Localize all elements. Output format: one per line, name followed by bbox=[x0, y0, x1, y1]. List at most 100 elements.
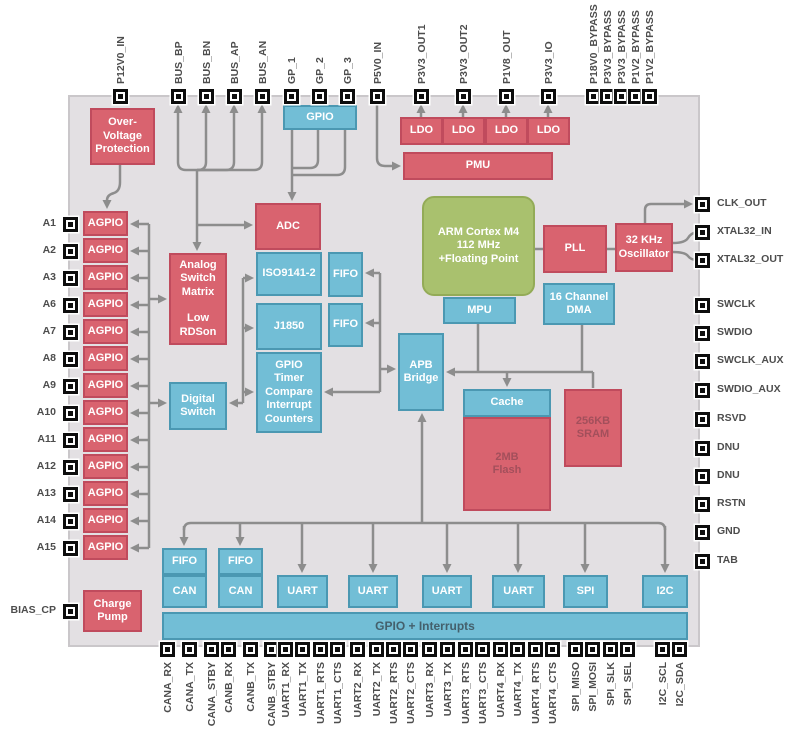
pin-square-A12-9 bbox=[62, 459, 78, 475]
pin-square-A10-7 bbox=[62, 405, 78, 421]
pin-square-A15-12 bbox=[62, 540, 78, 556]
block-osc32: 32 KHz Oscillator bbox=[615, 223, 673, 272]
pin-square-P3V3_OUT1-9 bbox=[413, 88, 429, 104]
block-sram: 256KB SRAM bbox=[564, 389, 622, 467]
pin-label-SPI_SEL: SPI_SEL bbox=[622, 662, 634, 706]
pin-label-A1: A1 bbox=[42, 217, 56, 229]
pin-label-P18V0_BYPASS: P18V0_BYPASS bbox=[588, 4, 600, 84]
block-gpio_top: GPIO bbox=[283, 105, 357, 130]
pin-square-SPI_SEL-25 bbox=[619, 641, 635, 657]
block-fifo2: FIFO bbox=[218, 548, 263, 575]
pin-label-UART4_RX: UART4_RX bbox=[495, 662, 507, 718]
pin-square-SPI_MISO-22 bbox=[567, 641, 583, 657]
pin-label-P1V2_BYPASS: P1V2_BYPASS bbox=[644, 10, 656, 84]
block-agpio-3: AGPIO bbox=[83, 265, 128, 290]
pin-label-GP_3: GP_3 bbox=[342, 57, 354, 84]
block-fifo1: FIFO bbox=[162, 548, 207, 575]
pin-square-SWDIO_AUX-6 bbox=[694, 382, 710, 398]
pin-square-UART4_TX-19 bbox=[509, 641, 525, 657]
pin-square-A7-4 bbox=[62, 324, 78, 340]
pin-label-DNU: DNU bbox=[717, 441, 740, 453]
pin-label-P3V3_OUT1: P3V3_OUT1 bbox=[416, 24, 428, 84]
pin-square-UART2_RTS-12 bbox=[385, 641, 401, 657]
pin-label-SWCLK: SWCLK bbox=[717, 298, 756, 310]
pin-label-BUS_BP: BUS_BP bbox=[173, 41, 185, 84]
pin-label-GP_1: GP_1 bbox=[286, 57, 298, 84]
pin-square-P3V3_OUT2-10 bbox=[455, 88, 471, 104]
pin-label-SPI_MOSI: SPI_MOSI bbox=[587, 662, 599, 712]
block-pll: PLL bbox=[543, 225, 607, 273]
block-flash: 2MB Flash bbox=[463, 417, 551, 511]
pin-square-DNU-8 bbox=[694, 440, 710, 456]
pin-square-P3V3_BYPASS-14 bbox=[599, 88, 615, 104]
pin-label-A11: A11 bbox=[37, 433, 56, 445]
pin-square-P12V0_IN-0 bbox=[112, 88, 128, 104]
pin-label-P3V3_BYPASS: P3V3_BYPASS bbox=[602, 10, 614, 84]
pin-label-CANA_STBY: CANA_STBY bbox=[206, 662, 218, 727]
block-apb: APB Bridge bbox=[398, 333, 444, 411]
pin-square-CANA_RX-0 bbox=[159, 641, 175, 657]
pin-label-BIAS_CP: BIAS_CP bbox=[10, 604, 56, 616]
block-fifo_b: FIFO bbox=[328, 303, 363, 347]
block-ldo1: LDO bbox=[400, 117, 443, 145]
pin-label-XTAL32_OUT: XTAL32_OUT bbox=[717, 253, 784, 265]
pin-label-A10: A10 bbox=[36, 406, 56, 418]
pin-square-GP_2-6 bbox=[311, 88, 327, 104]
pin-square-P1V2_BYPASS-16 bbox=[627, 88, 643, 104]
pin-square-UART3_TX-15 bbox=[439, 641, 455, 657]
pin-label-DNU: DNU bbox=[717, 469, 740, 481]
pin-square-UART3_RTS-16 bbox=[457, 641, 473, 657]
block-agpio-7: AGPIO bbox=[83, 373, 128, 398]
block-gpio_timer: GPIO Timer Compare Interrupt Counters bbox=[256, 352, 322, 433]
pin-label-SWDIO_AUX: SWDIO_AUX bbox=[717, 383, 781, 395]
block-agpio-8: AGPIO bbox=[83, 400, 128, 425]
pin-label-A8: A8 bbox=[42, 352, 56, 364]
block-digital_switch: Digital Switch bbox=[169, 382, 227, 430]
block-j1850: J1850 bbox=[256, 303, 322, 350]
block-agpio-13: AGPIO bbox=[83, 535, 128, 560]
pin-label-GND: GND bbox=[717, 525, 741, 537]
pin-square-XTAL32_OUT-2 bbox=[694, 252, 710, 268]
pin-label-UART2_RTS: UART2_RTS bbox=[388, 662, 400, 724]
block-mpu: MPU bbox=[443, 297, 516, 324]
pin-square-P1V2_BYPASS-17 bbox=[641, 88, 657, 104]
pin-label-P1V2_BYPASS: P1V2_BYPASS bbox=[630, 10, 642, 84]
pin-label-P12V0_IN: P12V0_IN bbox=[115, 36, 127, 84]
pin-square-A14-11 bbox=[62, 513, 78, 529]
pin-square-GP_1-5 bbox=[283, 88, 299, 104]
pin-square-UART1_TX-7 bbox=[294, 641, 310, 657]
block-agpio-5: AGPIO bbox=[83, 319, 128, 344]
pin-label-P3V3_IO: P3V3_IO bbox=[543, 41, 555, 84]
pin-label-A14: A14 bbox=[36, 514, 56, 526]
pin-label-P1V8_OUT: P1V8_OUT bbox=[501, 30, 513, 84]
pin-label-UART2_RX: UART2_RX bbox=[352, 662, 364, 718]
pin-square-UART4_CTS-21 bbox=[544, 641, 560, 657]
block-can2: CAN bbox=[218, 575, 263, 608]
pin-label-P5V0_IN: P5V0_IN bbox=[372, 41, 384, 84]
pin-square-A2-1 bbox=[62, 243, 78, 259]
pin-label-CANB_RX: CANB_RX bbox=[223, 662, 235, 713]
pin-label-SPI_MISO: SPI_MISO bbox=[570, 662, 582, 712]
block-ovp: Over- Voltage Protection bbox=[90, 108, 155, 165]
pin-label-A13: A13 bbox=[36, 487, 56, 499]
block-agpio-12: AGPIO bbox=[83, 508, 128, 533]
pin-square-A8-5 bbox=[62, 351, 78, 367]
pin-label-P3V3_BYPASS: P3V3_BYPASS bbox=[616, 10, 628, 84]
block-uart1: UART bbox=[277, 575, 328, 608]
pin-square-BUS_BP-1 bbox=[170, 88, 186, 104]
pin-square-SWDIO-4 bbox=[694, 325, 710, 341]
pin-label-A6: A6 bbox=[42, 298, 56, 310]
pin-label-GP_2: GP_2 bbox=[314, 57, 326, 84]
pin-label-CANA_TX: CANA_TX bbox=[184, 662, 196, 712]
block-spi: SPI bbox=[563, 575, 608, 608]
block-arm: ARM Cortex M4 112 MHz +Floating Point bbox=[422, 196, 535, 296]
pin-square-GP_3-7 bbox=[339, 88, 355, 104]
pin-label-BUS_AP: BUS_AP bbox=[229, 41, 241, 84]
pin-square-P18V0_BYPASS-13 bbox=[585, 88, 601, 104]
pin-square-UART1_RX-6 bbox=[277, 641, 293, 657]
pin-square-CANB_RX-3 bbox=[220, 641, 236, 657]
pin-label-A12: A12 bbox=[36, 460, 56, 472]
pin-square-P3V3_IO-12 bbox=[540, 88, 556, 104]
pin-label-UART1_RX: UART1_RX bbox=[280, 662, 292, 718]
pin-square-BUS_BN-2 bbox=[198, 88, 214, 104]
